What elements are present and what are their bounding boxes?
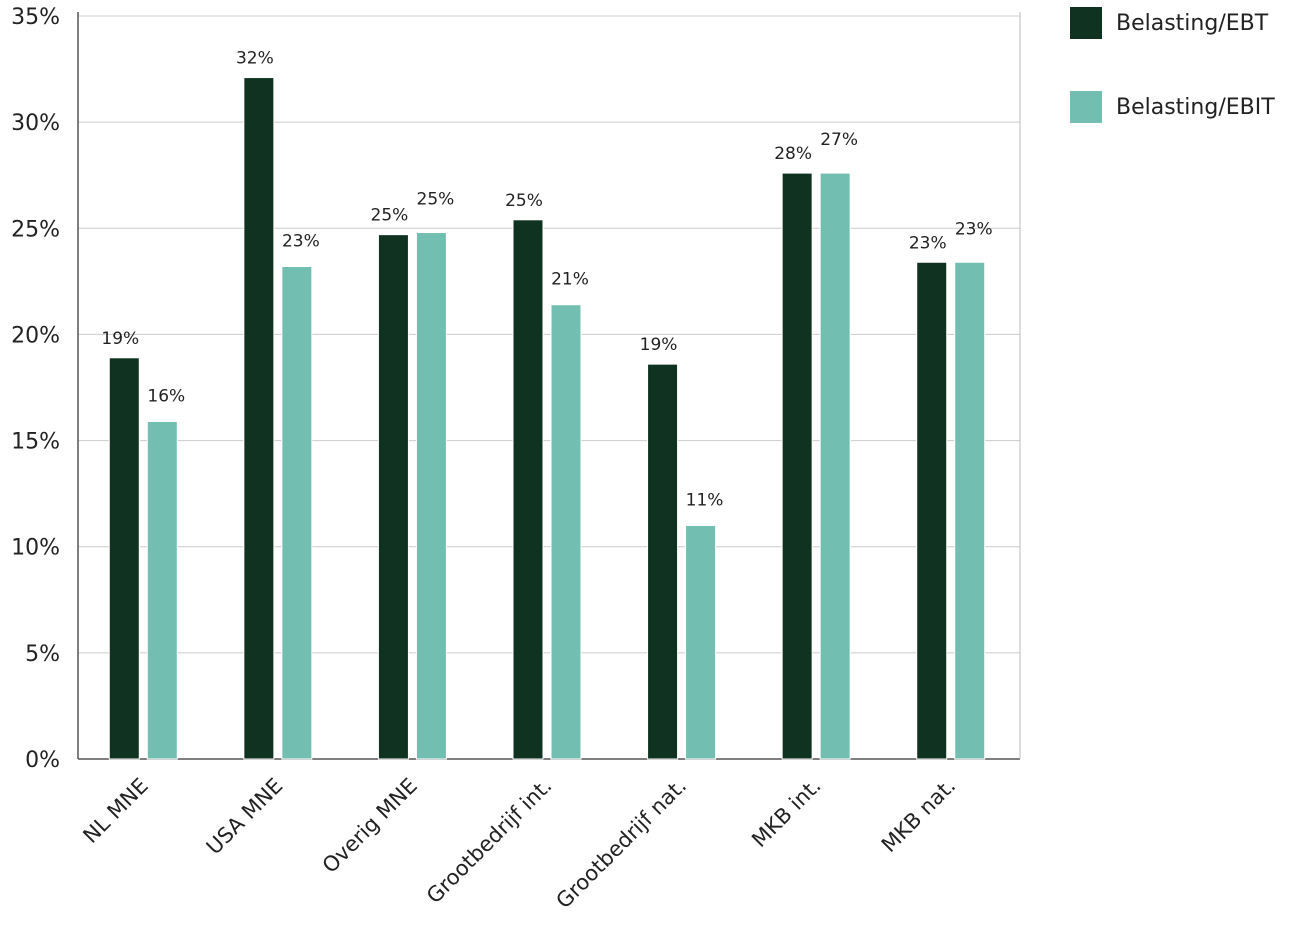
bar-ebit <box>819 172 851 760</box>
y-tick-label: 25% <box>11 217 60 242</box>
data-label: 11% <box>686 490 724 510</box>
x-tick-label: MKB int. <box>747 774 826 853</box>
data-label: 27% <box>820 130 858 150</box>
x-tick-label: USA MNE <box>202 774 288 860</box>
x-tick-label: Grootbedrijf int. <box>422 774 557 909</box>
legend-swatch-ebt <box>1070 7 1102 39</box>
data-label: 28% <box>774 144 812 164</box>
data-label: 19% <box>640 335 678 355</box>
y-tick-label: 0% <box>25 748 60 773</box>
x-tick-label: Grootbedrijf nat. <box>552 774 692 914</box>
y-tick-label: 5% <box>25 642 60 667</box>
data-label: 25% <box>417 190 455 210</box>
data-label: 23% <box>955 219 993 239</box>
bar-ebit <box>146 420 178 760</box>
x-tick-label: NL MNE <box>78 774 152 848</box>
data-label: 19% <box>101 329 139 349</box>
bar-ebt <box>647 363 679 760</box>
data-label: 32% <box>236 49 274 69</box>
legend-label-ebt: Belasting/EBT <box>1116 10 1269 36</box>
legend-label-ebit: Belasting/EBIT <box>1116 94 1275 120</box>
bar-ebt <box>512 219 544 760</box>
data-label: 23% <box>909 233 947 253</box>
legend-swatch-ebit <box>1070 91 1102 123</box>
y-tick-label: 10% <box>11 536 60 561</box>
bar-ebit <box>685 524 717 760</box>
bar-ebit <box>415 232 447 760</box>
data-label: 25% <box>505 191 543 211</box>
x-tick-label: Overig MNE <box>318 774 422 878</box>
bar-ebit <box>281 265 313 760</box>
data-label: 23% <box>282 231 320 251</box>
data-label: 21% <box>551 270 589 290</box>
y-tick-label: 15% <box>11 430 60 455</box>
bar-ebt <box>377 234 409 760</box>
legend-item-ebt: Belasting/EBT <box>1070 7 1275 39</box>
data-label: 16% <box>147 386 185 406</box>
data-label: 25% <box>371 206 409 226</box>
legend-item-ebit: Belasting/EBIT <box>1070 91 1275 123</box>
bar-ebt <box>243 77 275 760</box>
bar-ebt <box>916 261 948 760</box>
bar-ebit <box>954 261 986 760</box>
y-tick-label: 20% <box>11 323 60 348</box>
bar-ebit <box>550 304 582 760</box>
bar-chart: 0% 5% 10% 15% 20% 25% 30% 35% 19% 16% NL MNE 32% 23%… <box>11 5 1021 914</box>
legend: Belasting/EBT Belasting/EBIT <box>1070 7 1275 176</box>
x-tick-label: MKB nat. <box>877 774 960 857</box>
y-tick-label: 35% <box>11 5 60 30</box>
y-tick-label: 30% <box>11 111 60 136</box>
bar-ebt <box>781 172 813 760</box>
bar-ebt <box>108 357 140 760</box>
